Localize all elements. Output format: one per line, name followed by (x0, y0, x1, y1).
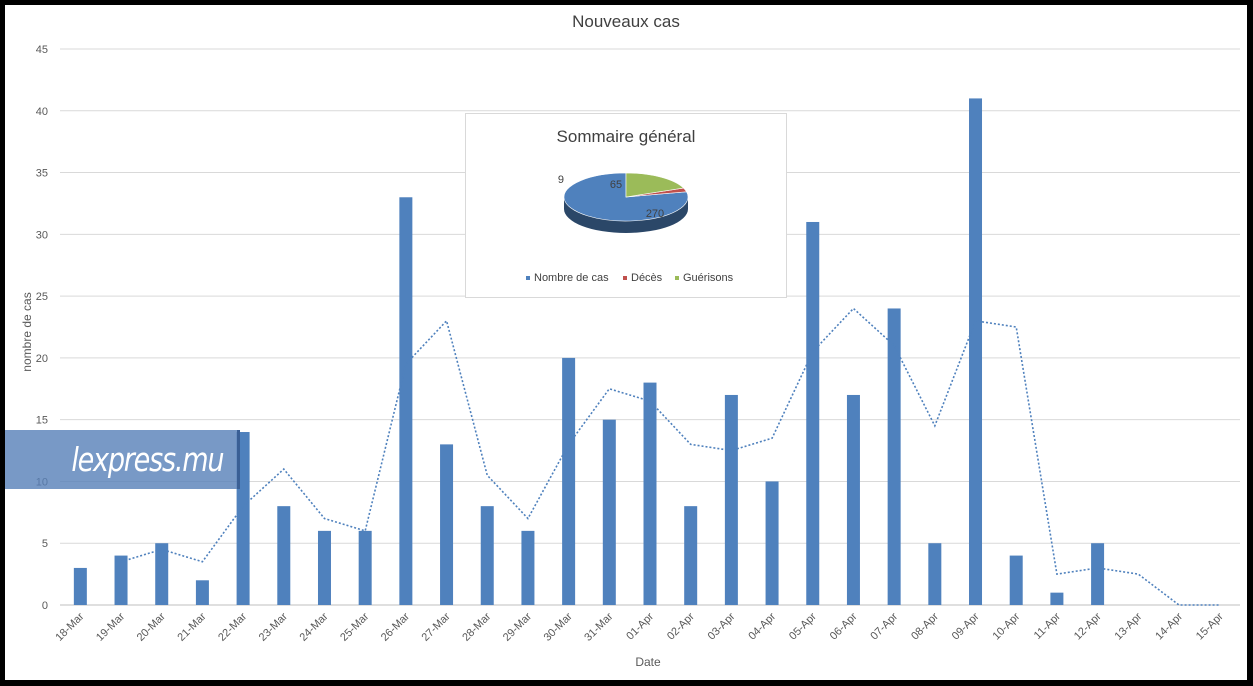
y-tick-label: 35 (36, 168, 48, 180)
y-tick-label: 25 (36, 291, 48, 303)
legend-label: Guérisons (683, 272, 734, 284)
legend-swatch (623, 276, 627, 280)
x-tick-label: 22-Mar (216, 610, 249, 643)
watermark-text: lexpress.mu (71, 440, 224, 479)
y-tick-label: 30 (36, 229, 48, 241)
x-tick-label: 04-Apr (746, 610, 778, 642)
pie-data-labels: 270 9 65 (558, 174, 664, 220)
chart-title: Nouveaux cas (572, 12, 680, 31)
x-tick-label: 01-Apr (624, 610, 656, 642)
x-tick-label: 05-Apr (787, 610, 819, 642)
bar (765, 481, 779, 605)
bar (195, 580, 209, 605)
x-tick-label: 19-Mar (94, 610, 127, 643)
y-tick-label: 15 (36, 415, 48, 427)
pie-slice (625, 172, 685, 198)
pie-data-label: 270 (646, 208, 664, 220)
x-tick-label: 15-Apr (1194, 610, 1226, 642)
summary-pie-chart: Sommaire général 270 9 65 Nombre de cas Déc… (465, 113, 787, 298)
x-tick-label: 10-Apr (990, 610, 1022, 642)
y-tick-label: 0 (42, 600, 48, 612)
x-tick-label: 26-Mar (379, 610, 412, 643)
x-tick-label: 03-Apr (706, 610, 738, 642)
bar (969, 98, 983, 605)
bar (643, 382, 657, 605)
legend-swatch (526, 276, 530, 280)
pie-slices (563, 172, 689, 233)
pie-data-label: 65 (610, 179, 622, 191)
bar (440, 444, 454, 605)
trend-line-series (120, 307, 1220, 606)
watermark-logo: lexpress.mu (5, 430, 240, 489)
bar (1050, 592, 1064, 605)
x-tick-label: 12-Apr (1072, 610, 1104, 642)
bar (684, 506, 698, 605)
bar-series (73, 98, 1105, 605)
pie-svg: Sommaire général 270 9 65 Nombre de cas Déc… (526, 127, 734, 284)
bar (317, 530, 331, 605)
x-tick-label: 11-Apr (1032, 610, 1063, 641)
x-tick-label: 06-Apr (828, 610, 860, 642)
x-tick-label: 08-Apr (909, 610, 941, 642)
pie-data-label: 9 (558, 174, 564, 186)
bar (1009, 555, 1023, 605)
x-tick-label: 30-Mar (542, 610, 575, 643)
x-tick-label: 25-Mar (338, 610, 371, 643)
x-tick-label: 02-Apr (665, 610, 697, 642)
bar (724, 394, 738, 605)
legend-label: Nombre de cas (534, 272, 609, 284)
legend-label: Décès (631, 272, 663, 284)
bar (399, 197, 413, 605)
bar (155, 543, 169, 605)
x-axis-title: Date (635, 655, 661, 669)
bar (1091, 543, 1105, 605)
x-axis-ticks: 18-Mar 19-Mar 20-Mar 21-Mar 22-Mar 23-Mar 24-M… (53, 610, 1226, 643)
legend-swatch (675, 276, 679, 280)
y-tick-label: 5 (42, 538, 48, 550)
bar (887, 308, 901, 605)
x-tick-label: 09-Apr (950, 610, 982, 642)
x-tick-label: 28-Mar (460, 610, 493, 643)
x-tick-label: 18-Mar (53, 610, 86, 643)
x-tick-label: 21-Mar (175, 610, 208, 643)
y-axis-ticks: 051015202530354045 (36, 44, 48, 612)
bar (73, 567, 87, 605)
y-axis-title: nombre de cas (20, 292, 34, 371)
x-tick-label: 27-Mar (420, 610, 453, 643)
x-tick-label: 14-Apr (1153, 610, 1185, 642)
trend-line (120, 307, 1220, 606)
bar (277, 506, 291, 605)
x-tick-label: 20-Mar (135, 610, 168, 643)
bar (602, 419, 616, 605)
chart-area: 051015202530354045 18-Mar19-Mar20-Mar21-… (5, 5, 1247, 680)
new-cases-chart: 051015202530354045 18-Mar19-Mar20-Mar21-… (20, 12, 1240, 669)
bar (928, 543, 942, 605)
bar (846, 394, 860, 605)
x-tick-label: 31-Mar (582, 610, 615, 643)
bar (562, 357, 576, 605)
bar (521, 530, 535, 605)
x-tick-label: 13-Apr (1113, 610, 1145, 642)
bar (114, 555, 128, 605)
bar (480, 506, 494, 605)
y-tick-label: 45 (36, 44, 48, 56)
bar (358, 530, 372, 605)
pie-title: Sommaire général (557, 127, 696, 146)
pie-side-wall (564, 197, 688, 233)
y-tick-label: 40 (36, 106, 48, 118)
x-tick-label: 07-Apr (868, 610, 900, 642)
bar (806, 221, 820, 605)
x-tick-label: 24-Mar (297, 610, 330, 643)
x-tick-label: 29-Mar (501, 610, 534, 643)
x-tick-label: 23-Mar (257, 610, 290, 643)
pie-legend: Nombre de cas Décès Guérisons (526, 272, 734, 284)
y-tick-label: 20 (36, 353, 48, 365)
